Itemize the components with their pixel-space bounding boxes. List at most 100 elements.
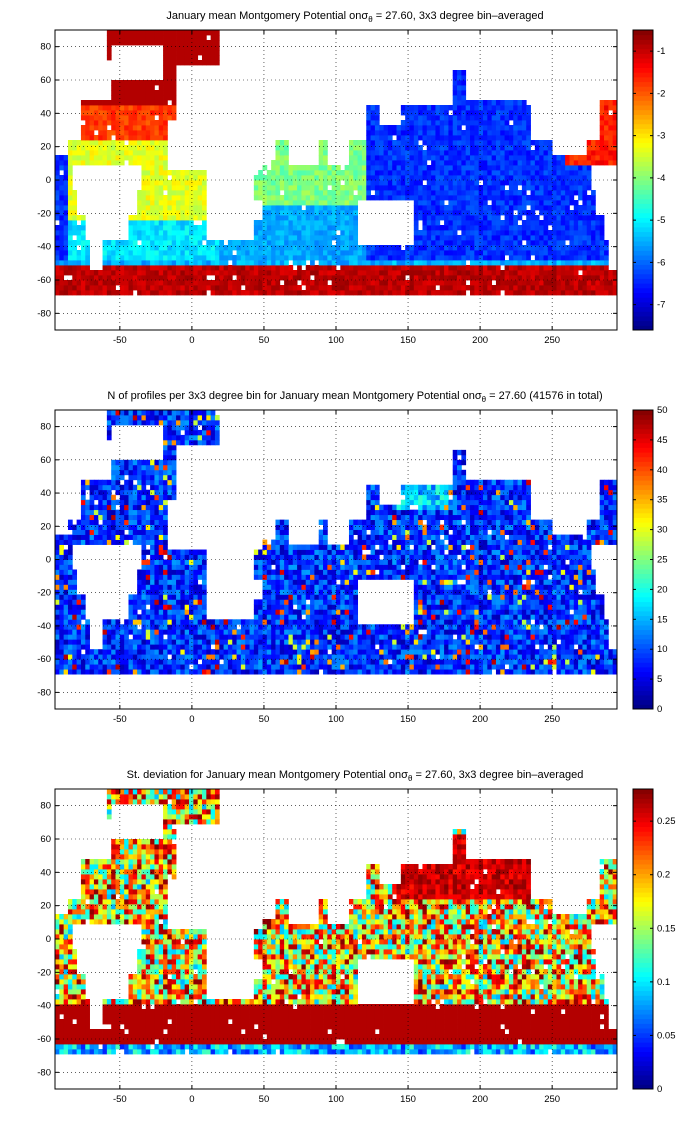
heatmap-cell: [422, 135, 428, 141]
heatmap-cell: [470, 200, 475, 206]
y-tick-label: -20: [37, 208, 51, 219]
heatmap-cell: [543, 639, 549, 645]
heatmap-cell: [599, 220, 605, 226]
heatmap-cell: [219, 654, 224, 660]
heatmap-cell: [167, 250, 173, 256]
heatmap-cell: [435, 230, 441, 236]
heatmap-cell: [418, 150, 423, 156]
heatmap-cell: [253, 644, 259, 650]
heatmap-cell: [189, 190, 194, 196]
heatmap-cell: [59, 180, 65, 186]
heatmap-cell: [422, 230, 428, 236]
heatmap-cell: [158, 90, 164, 96]
heatmap-cell: [543, 235, 549, 241]
heatmap-cell: [158, 150, 164, 156]
heatmap-cell: [180, 205, 186, 211]
heatmap-cell: [439, 290, 445, 296]
heatmap-cell: [240, 260, 246, 266]
heatmap-cell: [487, 250, 493, 256]
heatmap-cell: [578, 275, 583, 281]
heatmap-cell: [72, 200, 78, 206]
heatmap-cell: [560, 250, 566, 256]
heatmap-cell: [132, 215, 138, 221]
heatmap-cell: [556, 255, 562, 261]
heatmap-cell: [361, 245, 367, 251]
heatmap-cell: [137, 120, 142, 126]
heatmap-cell: [457, 669, 462, 675]
heatmap-cell: [370, 120, 376, 126]
heatmap-cell: [258, 230, 263, 236]
heatmap-cell: [366, 265, 371, 271]
heatmap-cell: [387, 260, 393, 266]
heatmap-cell: [340, 245, 346, 251]
heatmap-cell: [163, 165, 168, 171]
heatmap-cell: [521, 644, 527, 650]
heatmap-cell: [608, 160, 614, 166]
heatmap-cell: [89, 120, 95, 126]
heatmap-cell: [508, 644, 514, 650]
heatmap-cell: [253, 270, 259, 276]
heatmap-cell: [517, 205, 523, 211]
heatmap-cell: [197, 210, 203, 216]
heatmap-cell: [370, 659, 376, 665]
heatmap-cell: [327, 265, 333, 271]
colorbar-segment: [633, 170, 653, 176]
heatmap-cell: [413, 639, 419, 645]
heatmap-cell: [582, 634, 588, 640]
heatmap-cell: [361, 175, 367, 181]
heatmap-cell: [98, 155, 103, 161]
heatmap-cell: [80, 235, 86, 241]
heatmap-cell: [422, 165, 428, 171]
heatmap-cell: [223, 659, 229, 665]
heatmap-cell: [348, 180, 354, 186]
colorbar-segment: [633, 301, 653, 308]
heatmap-cell: [210, 265, 216, 271]
heatmap-cell: [539, 230, 544, 236]
heatmap-cell: [517, 225, 523, 231]
heatmap-cell: [517, 190, 523, 196]
heatmap-cell: [275, 190, 281, 196]
heatmap-cell: [474, 649, 480, 655]
heatmap-cell: [275, 659, 281, 665]
heatmap-cell: [474, 205, 480, 211]
heatmap-cell: [513, 145, 518, 151]
heatmap-cell: [370, 110, 376, 116]
heatmap-cell: [171, 90, 177, 96]
heatmap-cell: [612, 120, 618, 126]
heatmap-cell: [128, 85, 134, 91]
heatmap-cell: [258, 669, 263, 675]
colorbar-segment: [633, 189, 653, 195]
heatmap-cell: [154, 90, 160, 96]
heatmap-cell: [219, 265, 224, 271]
heatmap-cell: [357, 245, 363, 251]
heatmap-cell: [461, 225, 467, 231]
heatmap-cell: [444, 130, 449, 136]
heatmap-cell: [526, 664, 531, 670]
heatmap-cell: [284, 664, 289, 670]
heatmap-cell: [487, 275, 493, 281]
heatmap-cell: [418, 664, 423, 670]
heatmap-cell: [556, 210, 562, 216]
heatmap-cell: [271, 240, 276, 246]
heatmap-cell: [275, 205, 281, 211]
heatmap-cell: [573, 290, 579, 296]
heatmap-cell: [530, 240, 536, 246]
heatmap-cell: [508, 275, 514, 281]
heatmap-cell: [154, 135, 160, 141]
heatmap-cell: [305, 220, 311, 226]
heatmap-cell: [288, 659, 294, 665]
heatmap-cell: [318, 200, 324, 206]
heatmap-cell: [158, 654, 164, 660]
heatmap-cell: [392, 290, 397, 296]
heatmap-cell: [534, 245, 540, 251]
heatmap-cell: [150, 160, 155, 166]
heatmap-cell: [331, 195, 337, 201]
heatmap-cell: [560, 175, 566, 181]
heatmap-cell: [137, 644, 142, 650]
heatmap-cell: [279, 205, 285, 211]
heatmap-cell: [279, 245, 285, 251]
heatmap-cell: [150, 195, 155, 201]
heatmap-cell: [405, 255, 410, 261]
heatmap-cell: [284, 140, 289, 146]
heatmap-cell: [145, 150, 151, 156]
